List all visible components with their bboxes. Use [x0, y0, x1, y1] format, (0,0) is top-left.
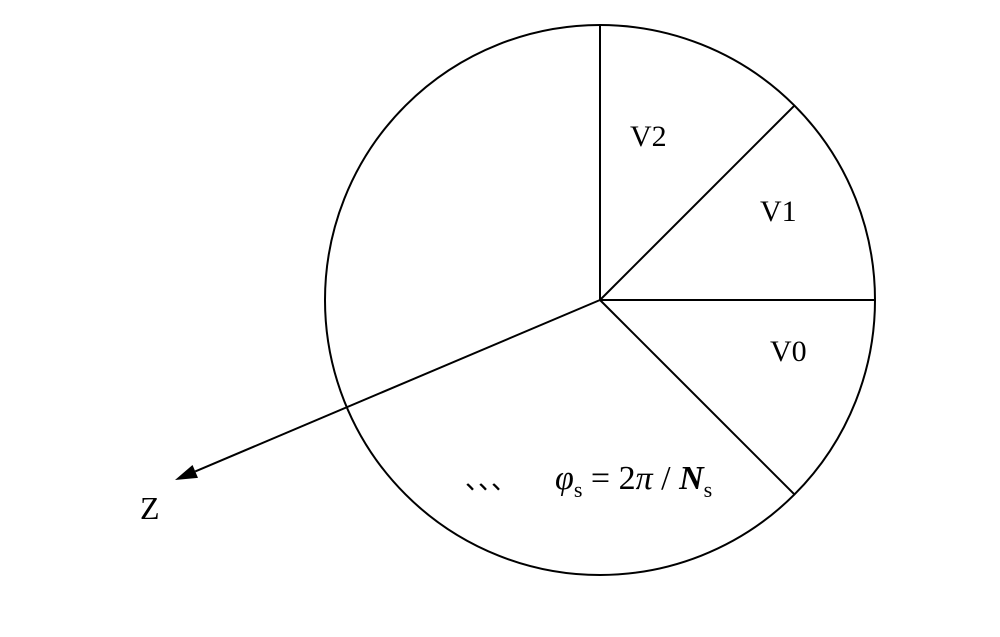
- sector-label-v1: V1: [760, 195, 797, 229]
- axis-label-z: Z: [140, 490, 160, 527]
- phi-symbol: φ: [555, 460, 574, 497]
- equals-two: = 2: [582, 460, 635, 497]
- sector-label-v0: V0: [770, 335, 807, 369]
- pi-symbol: π: [636, 460, 653, 497]
- sector-label-v2: V2: [630, 120, 667, 154]
- n-symbol: N: [679, 460, 704, 497]
- n-subscript: s: [704, 477, 713, 502]
- slash: /: [653, 460, 679, 497]
- diagram-svg: [0, 0, 1000, 637]
- diagram-canvas: Z V0 V1 V2 、、、 φs = 2π / Ns: [0, 0, 1000, 637]
- ellipsis-label: 、、、: [465, 460, 517, 497]
- sector-angle-formula: φs = 2π / Ns: [555, 460, 712, 503]
